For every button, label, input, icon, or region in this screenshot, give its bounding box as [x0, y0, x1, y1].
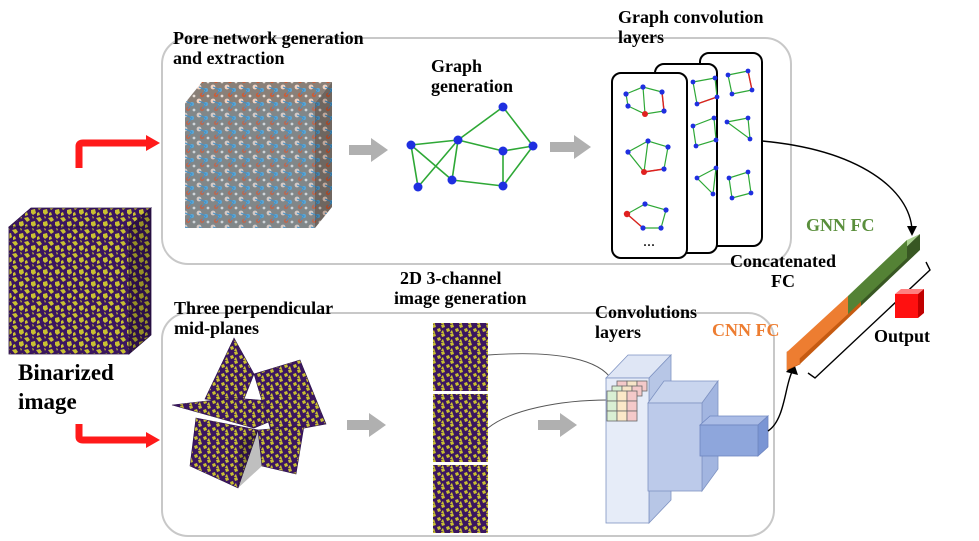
connector-line — [487, 353, 613, 381]
label-concatenated-fc: Concatenated FC — [730, 251, 836, 291]
label-graph-generation: Graph generation — [431, 56, 513, 96]
pore-network-cube-icon — [185, 82, 332, 228]
gray-arrow-icon — [349, 138, 388, 162]
label-convolutions: Convolutions layers — [595, 302, 697, 342]
connector-arrow — [767, 371, 793, 432]
graph-nodes — [406, 102, 538, 192]
label-image-generation: 2D 3-channel image generation — [394, 268, 526, 308]
graph-icon — [410, 106, 534, 188]
conv-blocks-icon — [605, 354, 770, 524]
label-cnn-fc: CNN FC — [712, 320, 780, 340]
binarized-cube-icon — [7, 207, 153, 355]
label-mid-planes: Three perpendicular mid-planes — [174, 298, 333, 338]
label-graph-convolution: Graph convolution layers — [618, 7, 764, 47]
label-mid-planes-line2: mid-planes — [174, 318, 260, 339]
label-pore-network: Pore network generation and extraction — [173, 28, 364, 68]
graph-conv-cards — [611, 52, 763, 259]
kernel-grid-icon — [606, 380, 648, 422]
label-image-generation-line1: 2D 3-channel — [400, 268, 502, 288]
red-arrow-icon — [75, 139, 148, 168]
label-pore-network-line2: and extraction — [173, 48, 285, 69]
red-arrow-head — [146, 135, 160, 151]
label-output: Output — [874, 326, 931, 346]
label-image-generation-line2: image generation — [394, 288, 527, 309]
top-panel — [161, 37, 792, 265]
label-mid-planes-line1: Three perpendicular — [174, 298, 334, 318]
connector-line — [487, 399, 609, 429]
gray-arrow-icon — [347, 413, 386, 437]
label-graph-generation-line1: Graph — [431, 56, 483, 76]
gray-arrow-icon — [550, 135, 591, 159]
red-arrow-icon — [75, 424, 148, 444]
fc-bracket — [807, 261, 931, 379]
label-binarized-image: Binarized image — [18, 359, 114, 417]
label-convolutions-line1: Convolutions — [595, 302, 698, 322]
label-convolutions-line2: layers — [595, 322, 641, 343]
image-channels-icon — [433, 323, 488, 533]
connector-arrow — [761, 140, 913, 231]
label-pore-network-line1: Pore network generation — [173, 28, 364, 48]
label-gnn-fc: GNN FC — [806, 215, 875, 235]
concatenated-fc-bar — [786, 234, 920, 371]
red-arrow-head — [146, 432, 160, 448]
label-ellipsis: ... — [643, 233, 655, 250]
label-graph-convolution-line2: layers — [618, 27, 664, 48]
label-binarized-line1: Binarized — [18, 360, 114, 385]
label-concatenated-line2: FC — [771, 271, 795, 292]
gray-arrow-icon — [538, 413, 577, 437]
label-graph-convolution-line1: Graph convolution — [618, 7, 764, 27]
mid-planes-icon — [171, 337, 327, 489]
label-concatenated-line1: Concatenated — [730, 251, 836, 271]
label-graph-generation-line2: generation — [431, 76, 513, 97]
label-binarized-line2: image — [18, 388, 77, 414]
output-cube-icon — [895, 289, 924, 318]
arrow-head — [907, 226, 917, 236]
